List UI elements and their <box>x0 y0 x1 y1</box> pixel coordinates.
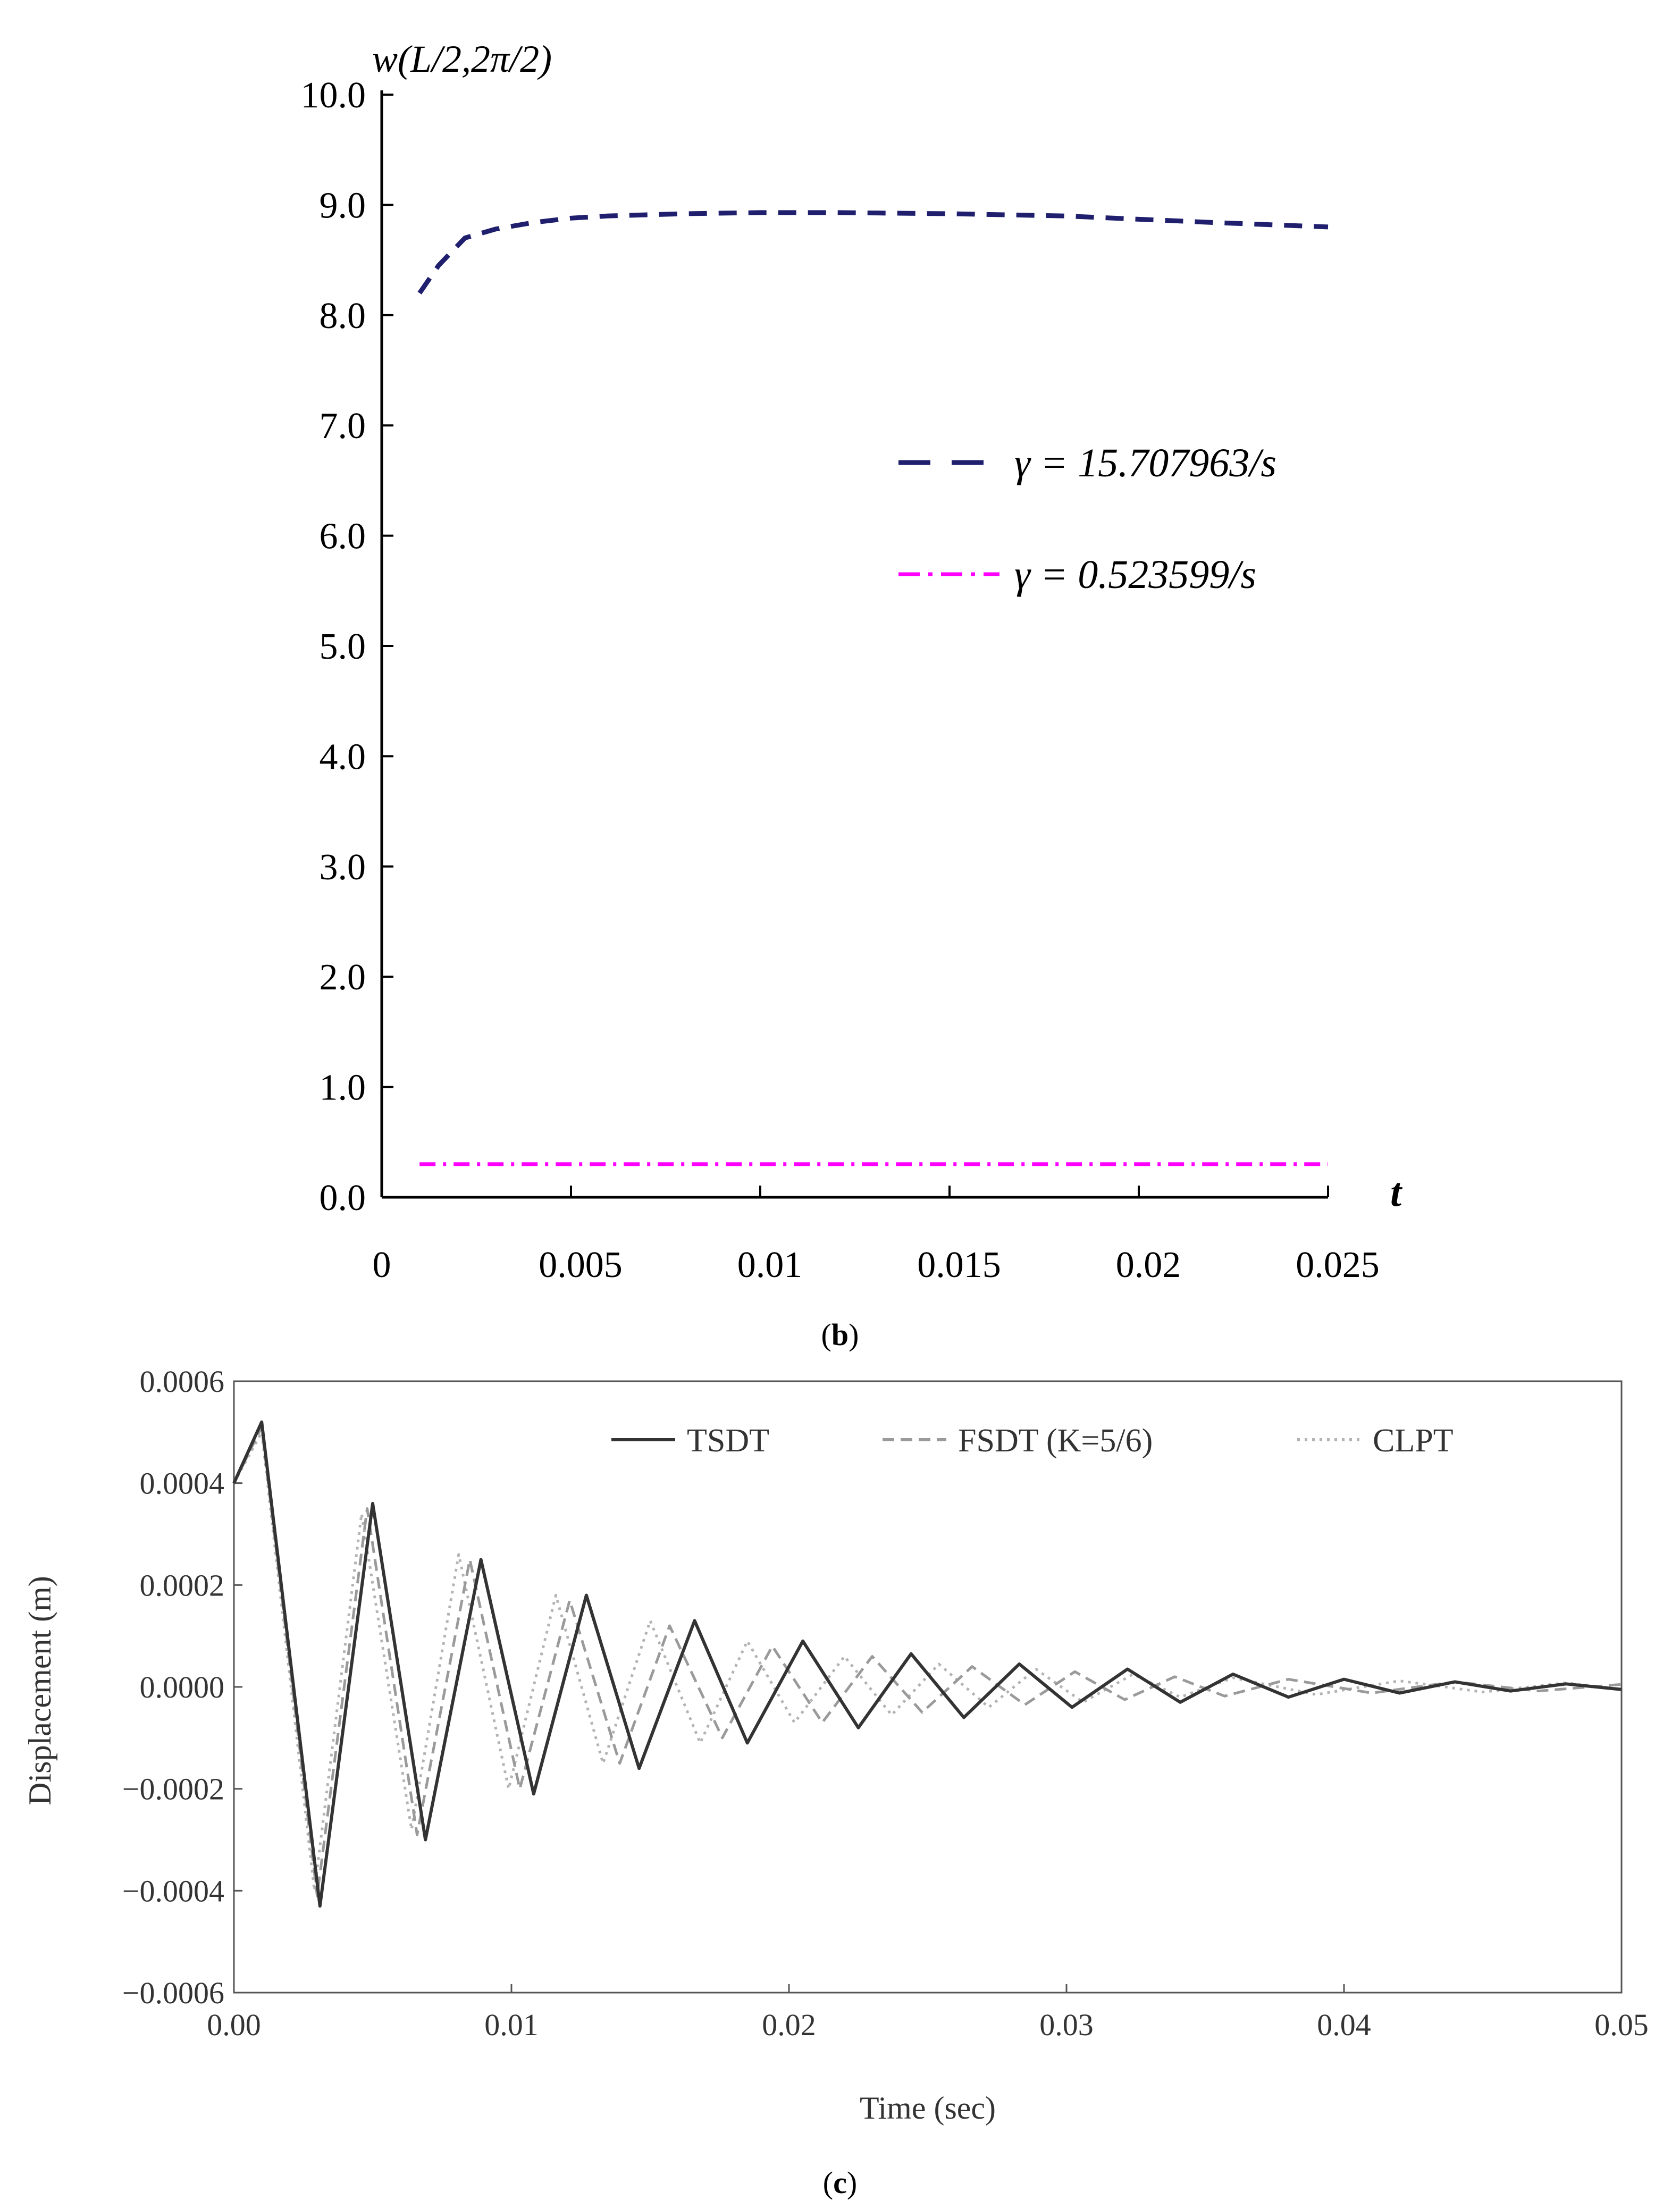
y-tick-label: −0.0002 <box>122 1772 224 1807</box>
x-tick-label: 0.01 <box>484 2008 539 2042</box>
y-tick-label: 3.0 <box>320 847 366 888</box>
chart-panel-c: −0.0006 −0.0004 −0.0002 0.0000 0.0002 0.0004 0… <box>22 1364 1649 2126</box>
x-tick-label: 0.02 <box>1116 1245 1181 1286</box>
x-tick-label: 0.05 <box>1594 2008 1649 2042</box>
x-tick-label: 0.025 <box>1296 1245 1380 1286</box>
x-tick-label: 0 <box>373 1245 391 1286</box>
y-tick-label: 5.0 <box>320 626 366 667</box>
legend-label-2: FSDT (K=5/6) <box>958 1423 1153 1459</box>
y-tick-label: 0.0002 <box>140 1568 225 1602</box>
series-line-1 <box>417 210 1329 295</box>
legend-label-1: TSDT <box>687 1423 769 1459</box>
x-tick-label: 0.03 <box>1039 2008 1094 2042</box>
panel-c-caption: (c) <box>823 2165 857 2200</box>
x-tick-label: 0.015 <box>917 1245 1001 1286</box>
series-line-2 <box>232 1425 1622 1897</box>
y-tick-label: 9.0 <box>320 185 366 226</box>
y-tick-label: −0.0004 <box>122 1874 224 1908</box>
y-tick-label: 2.0 <box>320 957 366 998</box>
y-tick-label: 1.0 <box>320 1068 366 1108</box>
legend-label-2: γ = 0.523599/s <box>1014 552 1256 597</box>
series-line-3 <box>232 1431 1622 1892</box>
x-tick-label: 0.00 <box>207 2008 261 2042</box>
series-line-1 <box>232 1420 1622 1908</box>
y-tick-label: 7.0 <box>320 406 366 447</box>
x-axis-title: Time (sec) <box>860 2090 996 2126</box>
y-tick-label: 0.0006 <box>140 1364 225 1399</box>
y-tick-label: 8.0 <box>320 296 366 337</box>
y-tick-label: −0.0006 <box>122 1976 224 2010</box>
x-tick-label: 0.02 <box>762 2008 816 2042</box>
y-tick-label: 0.0 <box>320 1178 366 1219</box>
x-tick-label: 0.005 <box>539 1245 623 1286</box>
y-tick-label: 10.0 <box>301 75 366 116</box>
y-axis-title: w(L/2,2π/2) <box>372 38 552 80</box>
legend-label-3: CLPT <box>1373 1423 1454 1459</box>
y-tick-label: 6.0 <box>320 516 366 557</box>
y-tick-label: 0.0000 <box>140 1670 225 1704</box>
y-tick-label: 4.0 <box>320 736 366 777</box>
y-axis-title: Displacement (m) <box>22 1576 57 1805</box>
y-tick-label: 0.0004 <box>140 1466 225 1501</box>
x-tick-label: 0.01 <box>737 1245 803 1286</box>
chart-panel-b: 0.0 1.0 2.0 3.0 4.0 5.0 6.0 7.0 8.0 9.0 10.0 0 0.005… <box>301 38 1404 1286</box>
x-axis-title: t <box>1390 1170 1403 1215</box>
x-tick-label: 0.04 <box>1317 2008 1371 2042</box>
legend-label-1: γ = 15.707963/s <box>1014 441 1276 485</box>
panel-b-caption: (b) <box>821 1317 859 1352</box>
